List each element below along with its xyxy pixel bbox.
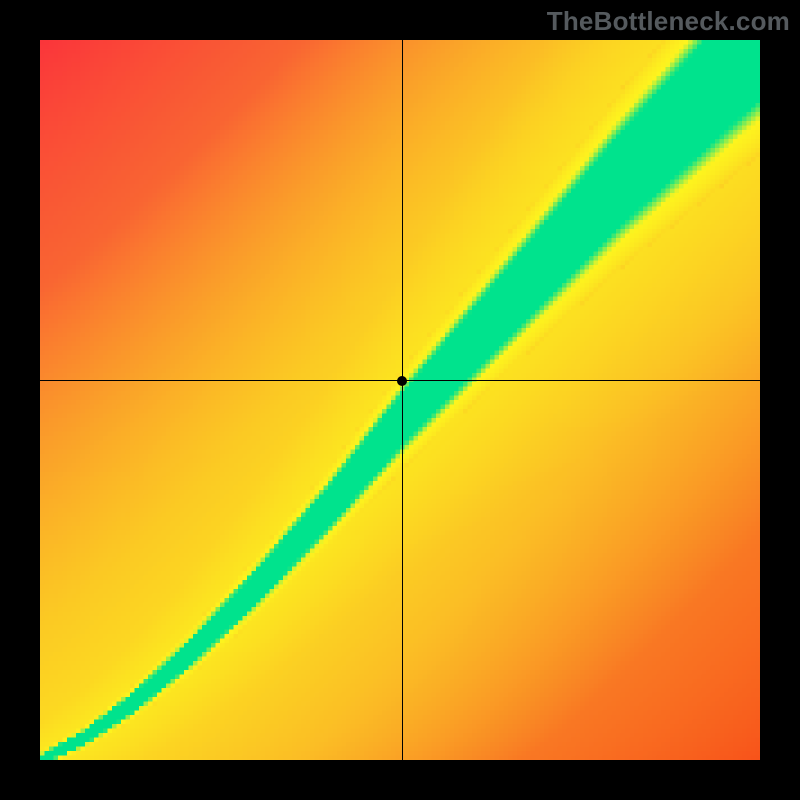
crosshair-dot — [397, 376, 407, 386]
crosshair-vertical — [402, 40, 403, 760]
watermark-label: TheBottleneck.com — [547, 6, 790, 37]
figure: TheBottleneck.com — [0, 0, 800, 800]
heatmap-canvas — [40, 40, 760, 760]
